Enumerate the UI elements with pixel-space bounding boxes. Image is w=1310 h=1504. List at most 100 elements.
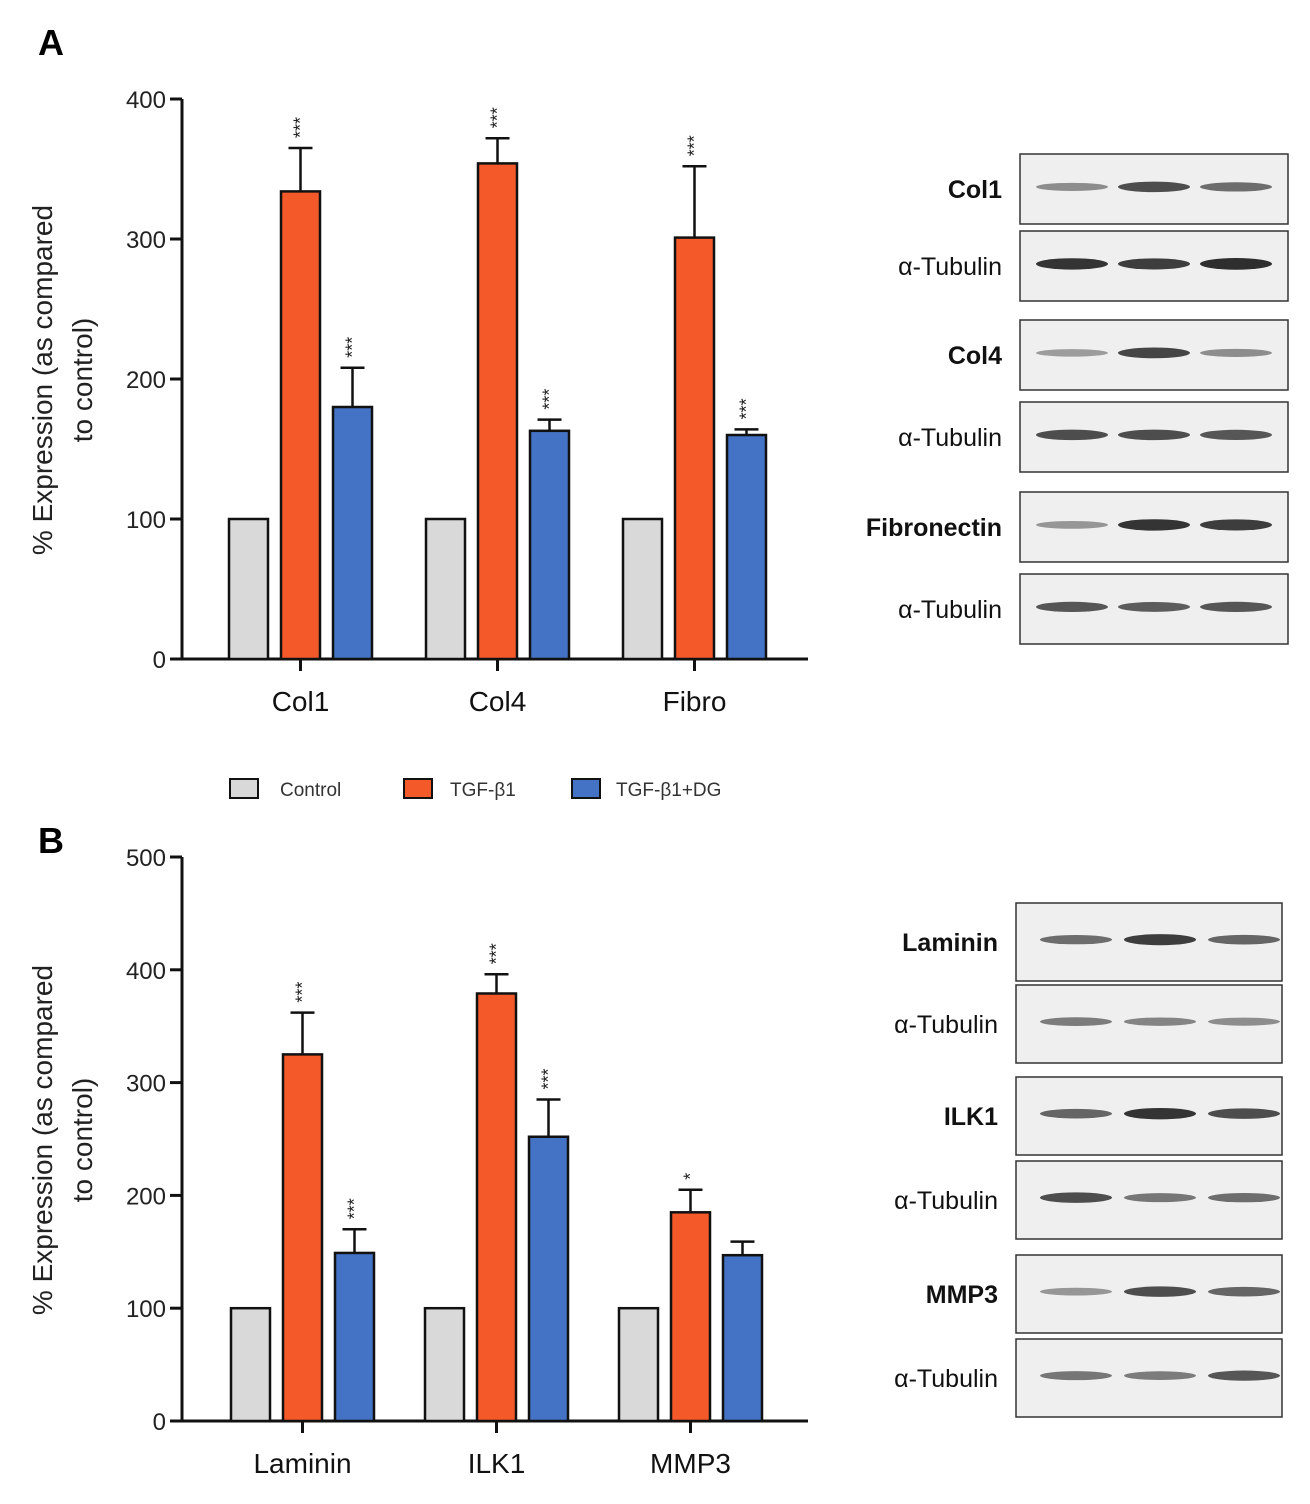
y-tick-label: 0 [153, 1409, 166, 1436]
blot-band [1118, 181, 1190, 193]
significance-label: *** [345, 1198, 365, 1219]
category-label: MMP3 [650, 1448, 731, 1479]
significance-label: *** [343, 337, 363, 358]
y-tick-label: 100 [126, 1296, 166, 1323]
blot-band [1036, 429, 1108, 441]
y-tick-label: 500 [126, 845, 166, 872]
blot-band [1118, 429, 1190, 441]
blot-band [1040, 1287, 1112, 1296]
blot-band [1040, 1192, 1112, 1203]
category-label: Fibro [663, 686, 727, 717]
category-label: Col1 [272, 686, 330, 717]
y-tick-label: 200 [126, 367, 166, 394]
legend-swatch-tgf [403, 778, 433, 799]
blot-label: Fibronectin [866, 514, 1002, 542]
blot-band [1036, 182, 1108, 191]
significance-label: *** [539, 1069, 559, 1090]
legend-swatch-control [229, 778, 259, 799]
legend-label-tgf: TGF-β1 [450, 780, 516, 801]
blot-band [1200, 519, 1272, 531]
y-tick-label: 400 [126, 87, 166, 114]
bar [721, 1253, 764, 1423]
legend: Control TGF-β1 TGF-β1+DG [229, 778, 721, 801]
significance-label: *** [685, 135, 705, 156]
blot-band [1208, 934, 1280, 945]
bar [673, 236, 716, 661]
blot-label: Col1 [948, 176, 1002, 204]
blot-label: α-Tubulin [898, 253, 1002, 281]
y-tick-label: 300 [126, 227, 166, 254]
blot-band [1036, 349, 1108, 357]
blot-band [1208, 1017, 1280, 1026]
y-tick-label: 300 [126, 1071, 166, 1098]
legend-label-tgf-dg: TGF-β1+DG [616, 780, 721, 801]
blot-band [1036, 258, 1108, 270]
significance-label: *** [540, 389, 560, 410]
significance-label: *** [291, 117, 311, 138]
bar [621, 517, 664, 661]
bar [279, 190, 322, 661]
blot-band [1040, 1017, 1112, 1027]
y-axis-title-line2: to control) [67, 318, 98, 443]
y-axis-title-line2: to control) [67, 1078, 98, 1203]
blot-label: α-Tubulin [894, 1365, 998, 1393]
bar [281, 1053, 324, 1423]
significance-label: *** [488, 107, 508, 128]
blot-label: α-Tubulin [898, 424, 1002, 452]
blot-band [1200, 348, 1272, 357]
blot-band [1036, 521, 1108, 529]
blot-band [1208, 1286, 1280, 1297]
bar [669, 1211, 712, 1423]
blot-band [1200, 601, 1272, 613]
blot-band [1208, 1370, 1280, 1381]
legend-label-control: Control [280, 780, 341, 801]
y-tick-label: 100 [126, 507, 166, 534]
bar [331, 405, 374, 661]
blot-band [1124, 1193, 1196, 1203]
blot-band [1200, 429, 1272, 440]
blot-label: MMP3 [926, 1281, 998, 1309]
blot-band [1040, 935, 1112, 945]
bar [527, 1135, 570, 1423]
blot-band [1208, 1108, 1280, 1119]
western-blots-b: Laminin α-Tubulin ILK1 α-Tubulin MMP3 α-Tubul… [894, 902, 1283, 1418]
bar [424, 517, 467, 661]
bar [229, 1306, 272, 1423]
bar [476, 162, 519, 661]
blot-band [1124, 1286, 1196, 1297]
significance-label: *** [737, 398, 757, 419]
chart-a: % Expression (as compared to control) 0 1… [27, 87, 808, 717]
bar [617, 1306, 660, 1423]
category-label: Laminin [253, 1448, 351, 1479]
panel-letter-b: B [38, 820, 64, 861]
bar [475, 992, 518, 1423]
blot-band [1118, 601, 1190, 612]
y-tick-label: 0 [153, 647, 166, 674]
blot-band [1124, 1371, 1196, 1381]
blot-label: Laminin [902, 929, 998, 957]
blot-label: α-Tubulin [894, 1187, 998, 1215]
y-axis-title-line1: % Expression (as compared [27, 205, 58, 555]
blot-band [1118, 519, 1190, 531]
bar [423, 1306, 466, 1423]
blot-band [1040, 1371, 1112, 1381]
legend-swatch-tgf-dg [571, 778, 601, 799]
blot-label: Col4 [948, 342, 1002, 370]
blot-label: ILK1 [944, 1103, 998, 1131]
bar [333, 1251, 376, 1423]
bar [725, 433, 768, 661]
significance-label: *** [487, 943, 507, 964]
blot-label: α-Tubulin [894, 1011, 998, 1039]
panel-letter-a: A [38, 22, 64, 63]
y-tick-label: 400 [126, 958, 166, 985]
western-blots-a: Col1 α-Tubulin Col4 α-Tubulin Fibronectin α-T… [866, 153, 1289, 645]
blot-band [1124, 934, 1196, 946]
y-tick-label: 200 [126, 1183, 166, 1210]
blot-band [1124, 1107, 1196, 1120]
bar [227, 517, 270, 661]
y-axis-title-line1: % Expression (as compared [27, 965, 58, 1315]
blot-band [1200, 182, 1272, 192]
blot-band [1200, 258, 1272, 270]
category-label: ILK1 [468, 1448, 526, 1479]
